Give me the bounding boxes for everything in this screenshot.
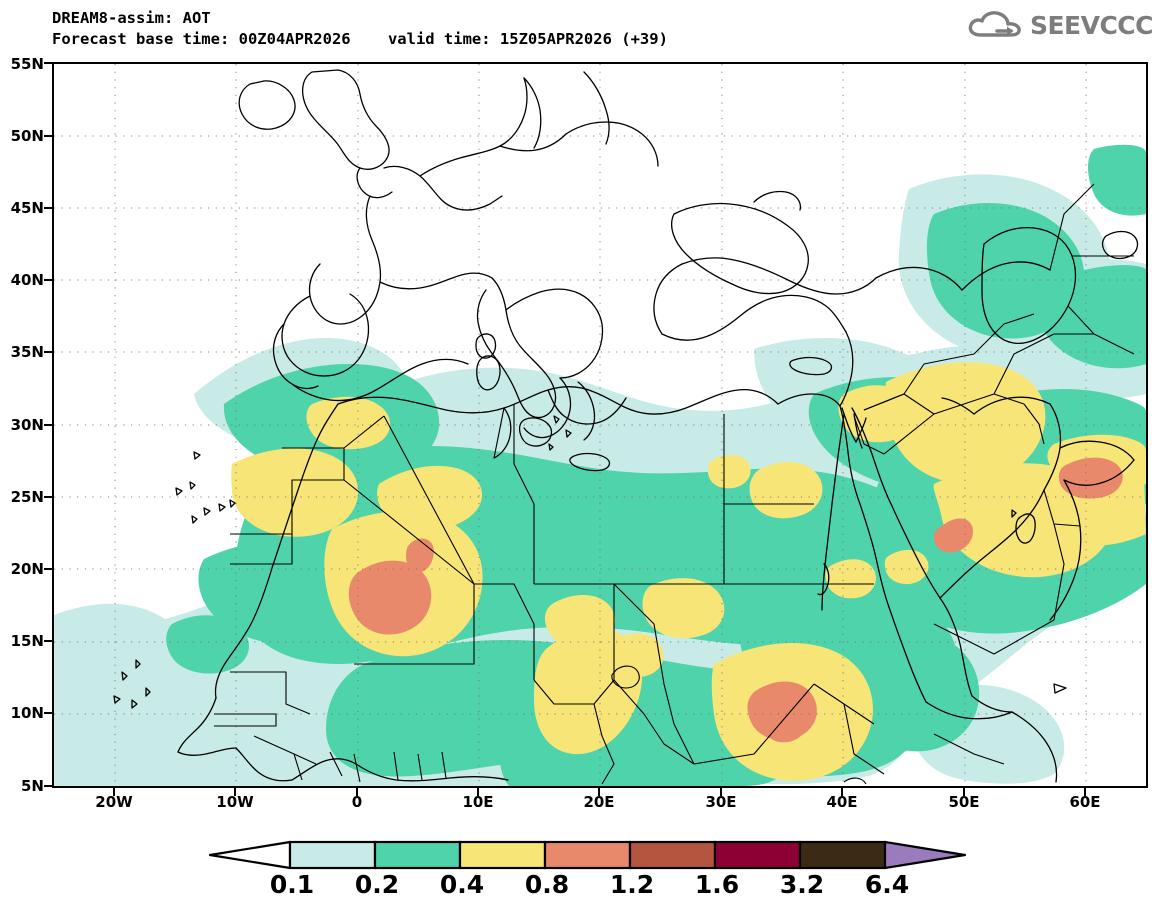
colorbar-band-under bbox=[208, 840, 292, 870]
page-title: DREAM8-assim: AOT bbox=[52, 9, 211, 27]
colorbar-band-0.8 bbox=[543, 840, 632, 870]
colorbar-band-0.4 bbox=[458, 840, 547, 870]
xtick-50E: 50E bbox=[948, 793, 980, 811]
ytick-mark bbox=[44, 207, 53, 209]
ytick-mark bbox=[44, 496, 53, 498]
chart-title-block: DREAM8-assim: AOT Forecast base time: 00… bbox=[52, 8, 668, 51]
xtick-20E: 20E bbox=[583, 793, 615, 811]
ytick-5N: 5N bbox=[21, 777, 44, 795]
colorbar-swatches bbox=[208, 840, 967, 870]
xtick-0: 0 bbox=[351, 793, 363, 811]
ytick-25N: 25N bbox=[10, 488, 44, 506]
forecast-time-line: Forecast base time: 00Z04APR2026 valid t… bbox=[52, 30, 668, 49]
ytick-55N: 55N bbox=[10, 55, 44, 73]
xtick-60E: 60E bbox=[1069, 793, 1101, 811]
xtick-mark bbox=[234, 788, 236, 796]
colorbar-label-1: 0.2 bbox=[354, 870, 400, 899]
xtick-mark bbox=[963, 788, 965, 796]
xtick-10E: 10E bbox=[462, 793, 494, 811]
ytick-30N: 30N bbox=[10, 416, 44, 434]
aot-contour-layer bbox=[54, 144, 1146, 786]
colorbar-band-0.1 bbox=[288, 840, 377, 870]
xtick-mark bbox=[598, 788, 600, 796]
colorbar-band-over bbox=[883, 840, 967, 870]
ytick-mark bbox=[44, 712, 53, 714]
logo-text: SEEVCCC bbox=[1029, 10, 1154, 40]
colorbar-label-6: 3.2 bbox=[779, 870, 825, 899]
colorbar-label-3: 0.8 bbox=[524, 870, 570, 899]
xtick-20W: 20W bbox=[95, 793, 133, 811]
colorbar: 0.1 0.2 0.4 0.8 1.2 1.6 3.2 6.4 bbox=[0, 838, 1165, 900]
ytick-35N: 35N bbox=[10, 343, 44, 361]
xtick-mark bbox=[841, 788, 843, 796]
colorbar-tick-labels: 0.1 0.2 0.4 0.8 1.2 1.6 3.2 6.4 bbox=[0, 870, 1165, 900]
ytick-50N: 50N bbox=[10, 127, 44, 145]
ytick-mark bbox=[44, 135, 53, 137]
colorbar-band-3.2 bbox=[798, 840, 887, 870]
xtick-30E: 30E bbox=[705, 793, 737, 811]
colorbar-label-0: 0.1 bbox=[269, 870, 315, 899]
xtick-mark bbox=[113, 788, 115, 796]
ytick-40N: 40N bbox=[10, 271, 44, 289]
colorbar-label-7: 6.4 bbox=[864, 870, 910, 899]
colorbar-band-1.2 bbox=[628, 840, 717, 870]
xtick-mark bbox=[356, 788, 358, 796]
xtick-mark bbox=[1084, 788, 1086, 796]
xtick-mark bbox=[477, 788, 479, 796]
xtick-10W: 10W bbox=[216, 793, 254, 811]
map-plot-area bbox=[52, 62, 1148, 788]
xtick-mark bbox=[720, 788, 722, 796]
cloud-icon bbox=[968, 11, 1021, 37]
ytick-45N: 45N bbox=[10, 199, 44, 217]
ytick-mark bbox=[44, 785, 53, 787]
ytick-mark bbox=[44, 568, 53, 570]
ytick-mark bbox=[44, 279, 53, 281]
ytick-15N: 15N bbox=[10, 632, 44, 650]
colorbar-label-5: 1.6 bbox=[694, 870, 740, 899]
colorbar-band-0.2 bbox=[373, 840, 462, 870]
colorbar-band-1.6 bbox=[713, 840, 802, 870]
colorbar-label-4: 1.2 bbox=[609, 870, 655, 899]
colorbar-label-2: 0.4 bbox=[439, 870, 485, 899]
ytick-mark bbox=[44, 424, 53, 426]
seevccc-logo: SEEVCCC bbox=[967, 10, 1154, 40]
xtick-40E: 40E bbox=[826, 793, 858, 811]
ytick-mark bbox=[44, 62, 53, 64]
ytick-mark bbox=[44, 351, 53, 353]
map-boundaries-layer bbox=[54, 64, 1146, 786]
ytick-20N: 20N bbox=[10, 560, 44, 578]
ytick-10N: 10N bbox=[10, 704, 44, 722]
ytick-mark bbox=[44, 640, 53, 642]
